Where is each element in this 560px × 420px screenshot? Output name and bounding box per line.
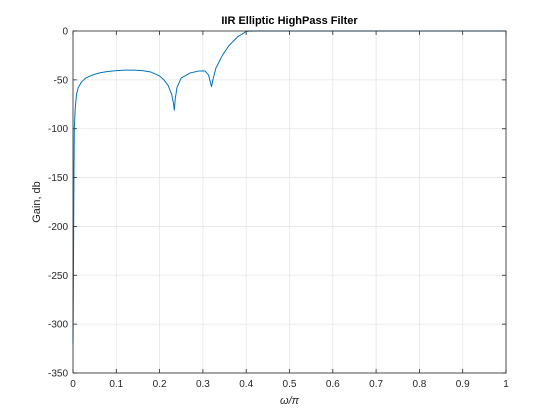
chart-title: IIR Elliptic HighPass Filter [221,15,358,27]
y-axis-label: Gain, db [31,181,43,223]
x-tick-label: 0.6 [326,379,340,390]
y-tick-label: -150 [48,173,68,184]
tick-marks [72,30,507,374]
y-tick-labels: 0 -50 -100 -150 -200 -250 -300 -350 [48,27,68,380]
x-tick-label: 0.2 [153,379,167,390]
x-tick-label: 0.4 [239,379,253,390]
y-tick-label: -300 [48,320,68,331]
x-tick-label: 0.9 [456,379,470,390]
y-tick-label: -350 [48,369,68,380]
x-tick-label: 0.3 [196,379,210,390]
x-tick-labels: 0 0.1 0.2 0.3 0.4 0.5 0.6 0.7 0.8 0.9 1 [70,379,509,390]
x-axis-label: ω/π [280,395,300,407]
x-tick-label: 0.7 [369,379,383,390]
x-tick-label: 0.1 [109,379,123,390]
x-tick-label: 0 [70,379,76,390]
x-tick-label: 0.8 [412,379,426,390]
x-tick-label: 0.5 [283,379,297,390]
x-tick-label: 1 [503,379,509,390]
y-tick-label: -100 [48,124,68,135]
y-tick-label: -50 [54,75,69,86]
y-tick-label: 0 [62,27,68,38]
y-tick-label: -250 [48,271,68,282]
y-tick-label: -200 [48,222,68,233]
